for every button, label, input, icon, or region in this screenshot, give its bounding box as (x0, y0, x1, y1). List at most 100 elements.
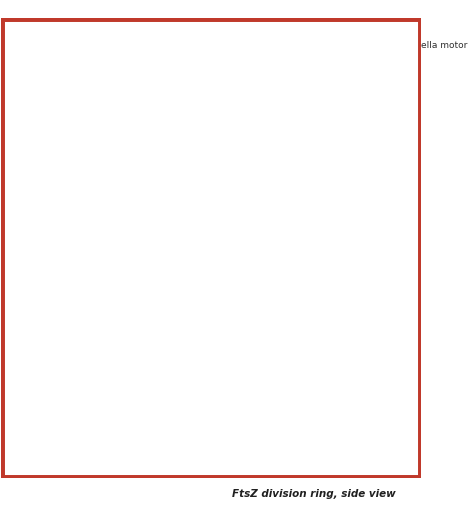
FancyBboxPatch shape (8, 197, 115, 210)
Ellipse shape (144, 425, 160, 438)
Text: Flagella motor: Flagella motor (402, 41, 468, 50)
Ellipse shape (55, 253, 62, 260)
Ellipse shape (104, 458, 114, 470)
Ellipse shape (132, 405, 148, 417)
Ellipse shape (96, 425, 112, 438)
Text: Helix
bundles: Helix bundles (85, 206, 115, 225)
Ellipse shape (159, 427, 172, 436)
Ellipse shape (93, 393, 103, 405)
Ellipse shape (325, 473, 332, 482)
Text: CheA dimer: CheA dimer (39, 370, 92, 378)
Text: Trimer of
dimers: Trimer of dimers (151, 355, 190, 374)
Text: Subunit exchange
(GTP hydrolysis): Subunit exchange (GTP hydrolysis) (349, 390, 418, 409)
Text: FliG: FliG (340, 172, 356, 181)
Ellipse shape (254, 364, 271, 378)
Ellipse shape (21, 416, 31, 428)
Ellipse shape (313, 343, 342, 363)
Ellipse shape (288, 466, 296, 474)
Text: CheA: CheA (56, 254, 76, 264)
Ellipse shape (69, 333, 79, 345)
Ellipse shape (83, 446, 100, 458)
Ellipse shape (128, 228, 196, 273)
Ellipse shape (80, 352, 90, 363)
Ellipse shape (244, 368, 261, 382)
FancyBboxPatch shape (8, 130, 115, 197)
Text: FliN: FliN (340, 195, 356, 205)
Ellipse shape (120, 383, 136, 396)
FancyBboxPatch shape (8, 25, 414, 128)
Ellipse shape (278, 141, 328, 167)
Ellipse shape (60, 405, 76, 417)
Text: Periplasm: Periplasm (12, 154, 57, 163)
FancyBboxPatch shape (63, 226, 83, 228)
Ellipse shape (111, 344, 123, 353)
Ellipse shape (234, 364, 251, 378)
Ellipse shape (132, 427, 145, 436)
Ellipse shape (274, 158, 332, 179)
Text: Peptidoglycan: Peptidoglycan (353, 149, 412, 158)
FancyBboxPatch shape (283, 149, 289, 176)
FancyBboxPatch shape (307, 321, 316, 365)
Ellipse shape (43, 249, 59, 263)
Ellipse shape (320, 475, 327, 484)
Ellipse shape (118, 416, 128, 428)
Ellipse shape (93, 310, 103, 322)
Ellipse shape (35, 363, 51, 375)
FancyBboxPatch shape (1, 18, 421, 479)
FancyBboxPatch shape (61, 141, 67, 194)
Ellipse shape (21, 435, 31, 447)
Text: FtsZ-ring: FtsZ-ring (230, 68, 273, 78)
Ellipse shape (132, 363, 148, 375)
Ellipse shape (177, 416, 187, 428)
FancyBboxPatch shape (171, 34, 225, 113)
Ellipse shape (166, 333, 176, 345)
Ellipse shape (36, 427, 48, 436)
Ellipse shape (294, 383, 310, 398)
FancyBboxPatch shape (74, 210, 77, 250)
Text: 35nm: 35nm (109, 228, 131, 236)
Ellipse shape (47, 425, 63, 438)
Ellipse shape (264, 368, 280, 382)
Ellipse shape (292, 394, 300, 403)
Ellipse shape (152, 375, 163, 387)
Ellipse shape (311, 387, 318, 396)
Ellipse shape (342, 420, 351, 428)
Ellipse shape (339, 457, 347, 465)
Ellipse shape (118, 435, 128, 447)
Ellipse shape (104, 291, 114, 303)
Ellipse shape (104, 310, 114, 322)
Ellipse shape (285, 342, 321, 364)
Ellipse shape (181, 427, 193, 436)
Ellipse shape (83, 321, 100, 334)
Ellipse shape (306, 388, 313, 396)
Text: S-ring: S-ring (288, 164, 317, 173)
FancyBboxPatch shape (209, 318, 416, 457)
Text: L-ring: L-ring (288, 151, 317, 159)
FancyBboxPatch shape (117, 130, 207, 305)
Text: Chemoreceptor
arrays: Chemoreceptor arrays (11, 19, 77, 39)
Ellipse shape (108, 446, 124, 458)
Ellipse shape (276, 439, 285, 446)
Ellipse shape (1, 27, 207, 120)
FancyBboxPatch shape (317, 149, 323, 176)
Text: Chemoreceptor array, top view: Chemoreceptor array, top view (13, 449, 194, 460)
Text: FtsZ: FtsZ (225, 371, 243, 380)
FancyBboxPatch shape (209, 150, 416, 161)
Ellipse shape (108, 469, 121, 478)
Ellipse shape (135, 386, 148, 394)
FancyBboxPatch shape (209, 130, 416, 150)
Ellipse shape (177, 333, 187, 345)
FancyBboxPatch shape (8, 210, 115, 305)
Ellipse shape (84, 427, 97, 436)
Ellipse shape (108, 302, 121, 311)
FancyBboxPatch shape (104, 28, 296, 121)
FancyBboxPatch shape (71, 210, 73, 250)
Ellipse shape (157, 386, 169, 394)
Ellipse shape (83, 363, 100, 375)
Ellipse shape (296, 473, 304, 482)
Ellipse shape (333, 466, 340, 474)
Text: Peptidoglycan cell wall: Peptidoglycan cell wall (128, 24, 232, 32)
Ellipse shape (84, 344, 97, 353)
FancyBboxPatch shape (209, 347, 416, 360)
Ellipse shape (61, 138, 68, 143)
